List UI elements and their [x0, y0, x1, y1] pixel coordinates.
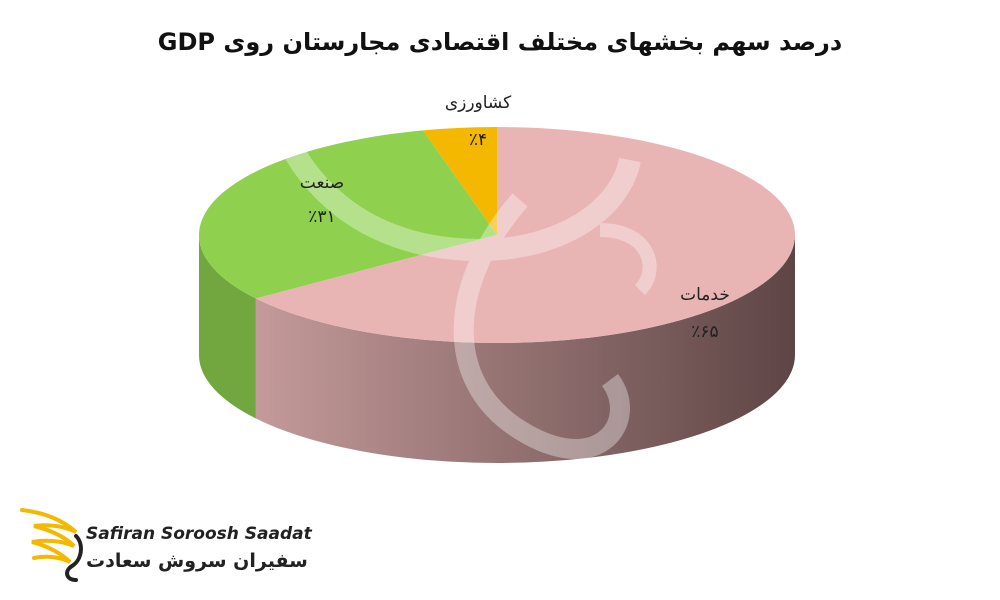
logo: Safiran Soroosh Saadat سفیران سروش سعادت	[20, 496, 312, 586]
logo-wing-icon	[20, 508, 83, 582]
slice-value-1: ٪۳۱	[308, 207, 335, 227]
pie-slice-2	[255, 127, 795, 344]
slice-label-2: خدمات	[680, 285, 730, 305]
logo-text-fa: سفیران سروش سعادت	[86, 550, 308, 572]
slice-value-2: ٪۶۵	[691, 322, 718, 342]
pie-side-2	[255, 235, 795, 463]
slice-value-0: ٪۴	[469, 130, 487, 150]
watermark-swan-icon	[259, 91, 657, 459]
logo-text-en: Safiran Soroosh Saadat	[86, 524, 312, 544]
pie-slice-1	[198, 130, 497, 299]
pie-side-1	[199, 235, 256, 419]
chart-title: درصد سهم بخشهای مختلف اقتصادی مجارستان ر…	[157, 28, 843, 56]
slice-label-0: کشاورزی	[445, 93, 512, 113]
pie-slice-0	[422, 127, 497, 235]
slice-label-1: صنعت	[300, 173, 344, 193]
